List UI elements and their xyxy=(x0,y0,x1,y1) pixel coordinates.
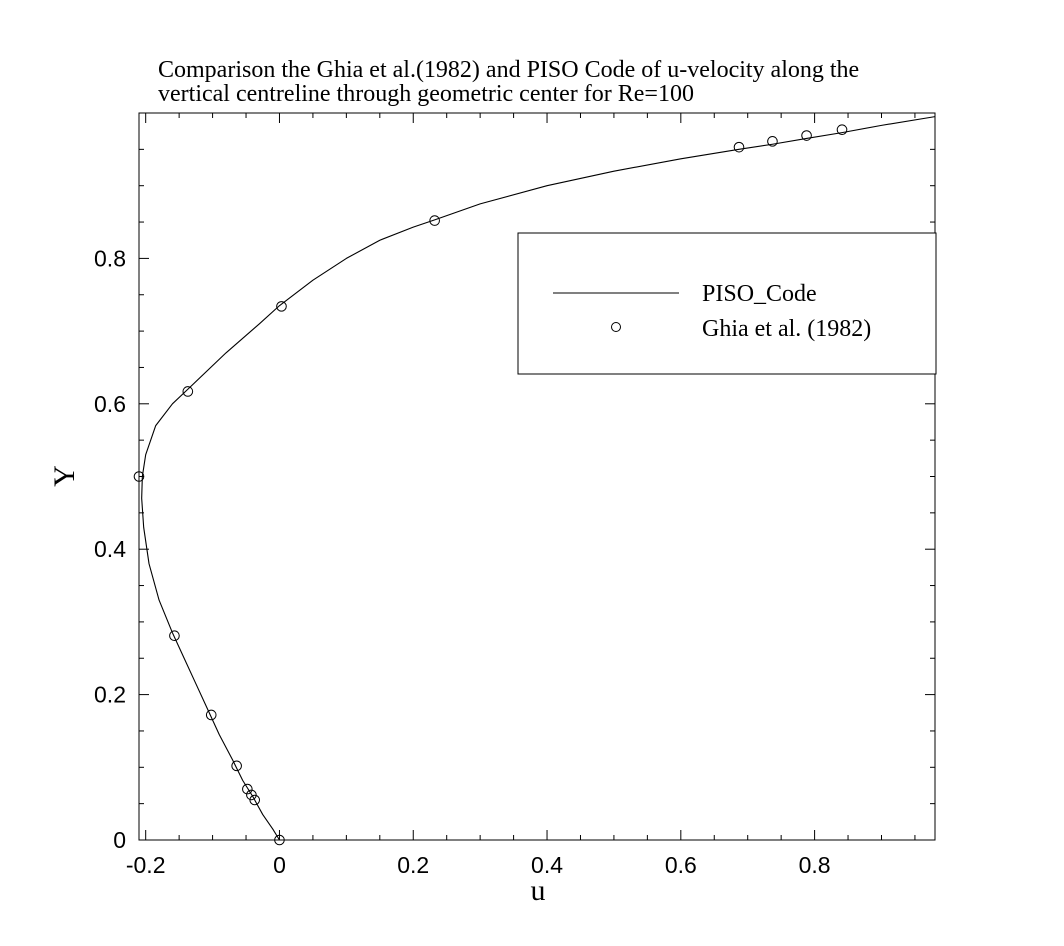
y-tick-label: 0.6 xyxy=(94,391,126,417)
data-point-ghia xyxy=(133,471,145,482)
legend-box xyxy=(517,232,937,375)
series-line-piso-code xyxy=(141,116,936,841)
legend-label-piso: PISO_Code xyxy=(702,281,817,307)
data-point-ghia xyxy=(246,789,257,801)
data-point-ghia xyxy=(429,215,440,226)
y-tick-label: 0.2 xyxy=(94,682,126,708)
chart-title-line1: Comparison the Ghia et al.(1982) and PIS… xyxy=(158,57,859,83)
series-layer xyxy=(133,116,936,846)
data-point-ghia xyxy=(169,630,180,642)
x-tick-label: 0.8 xyxy=(799,852,831,878)
legend-marker-sample xyxy=(611,322,621,332)
y-tick-label: 0.4 xyxy=(94,536,126,562)
legend-label-ghia: Ghia et al. (1982) xyxy=(702,316,871,342)
x-tick-label: 0.4 xyxy=(531,852,563,878)
data-point-ghia xyxy=(242,783,253,795)
data-point-ghia xyxy=(182,386,194,397)
data-point-ghia xyxy=(205,709,217,721)
y-axis-ticks: 0 0.2 0.4 0.6 0.8 xyxy=(94,112,935,853)
data-point-ghia xyxy=(733,141,745,153)
data-point-ghia xyxy=(276,301,287,312)
y-tick-label: 0 xyxy=(113,827,126,853)
data-point-ghia xyxy=(274,834,285,846)
chart-title-line2: vertical centreline through geometric ce… xyxy=(158,81,694,107)
x-tick-label: 0 xyxy=(273,852,286,878)
data-point-ghia xyxy=(231,760,242,772)
data-point-ghia xyxy=(836,124,848,136)
y-axis-label: Y xyxy=(48,465,81,487)
x-tick-label: 0.2 xyxy=(397,852,429,878)
legend: PISO_Code Ghia et al. (1982) xyxy=(517,232,937,375)
x-tick-label: -0.2 xyxy=(126,852,166,878)
data-point-ghia xyxy=(801,130,812,141)
x-axis-ticks: -0.2 0 0.2 0.4 0.6 0.8 xyxy=(126,113,916,878)
x-axis-label: u xyxy=(531,874,546,907)
plot-area-frame xyxy=(138,112,936,841)
x-tick-label: 0.6 xyxy=(665,852,697,878)
y-tick-label: 0.8 xyxy=(94,245,126,271)
data-point-ghia xyxy=(767,136,778,147)
